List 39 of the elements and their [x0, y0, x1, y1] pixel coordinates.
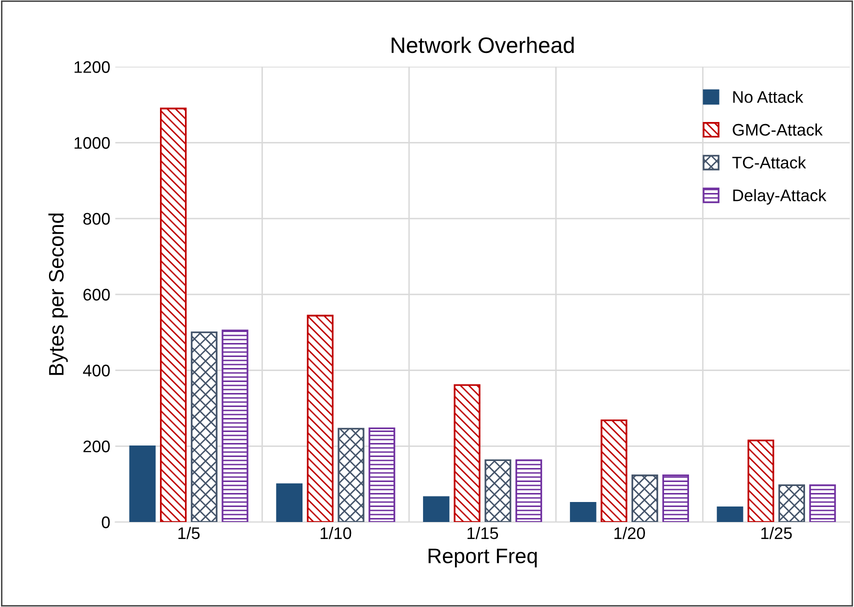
y-axis-title: Bytes per Second: [48, 214, 68, 375]
bar: [368, 427, 396, 522]
bar: [129, 445, 156, 522]
bar: [600, 420, 628, 522]
bar: [454, 384, 480, 522]
y-tick-label: 600: [83, 288, 110, 301]
bar: [748, 440, 774, 522]
x-axis-title: Report Freq: [428, 548, 537, 568]
y-tick-label: 1200: [74, 61, 110, 73]
legend-label: GMC-Attack: [732, 123, 823, 136]
bar: [716, 506, 744, 522]
chart-title: Network Overhead: [392, 36, 574, 54]
bar: [423, 496, 450, 522]
bar: [632, 474, 658, 522]
legend-label: TC-Attack: [732, 156, 806, 169]
legend-label: Delay-Attack: [733, 189, 826, 205]
x-tick-label: 1/5: [178, 526, 200, 540]
bar: [160, 108, 187, 522]
legend-label: No Attack: [733, 90, 804, 103]
bar: [662, 474, 689, 522]
y-tick-label: 1000: [74, 137, 110, 149]
x-tick-label: 1/15: [468, 526, 498, 540]
y-tick-label: 200: [83, 440, 110, 452]
bar: [222, 330, 248, 522]
x-tick-label: 1/25: [761, 526, 792, 540]
bar: [778, 484, 806, 522]
x-tick-label: 1/10: [320, 526, 352, 540]
bar: [809, 484, 836, 522]
y-tick-label: 400: [83, 364, 110, 376]
bar: [570, 502, 596, 522]
y-tick-label: 0: [102, 516, 110, 528]
x-tick-label: 1/20: [614, 526, 645, 540]
bar: [338, 428, 364, 522]
bar: [276, 483, 303, 522]
bar: [484, 459, 512, 522]
bar: [515, 459, 542, 522]
bar: [306, 314, 334, 522]
bar: [190, 331, 218, 522]
y-tick-label: 800: [83, 212, 110, 225]
